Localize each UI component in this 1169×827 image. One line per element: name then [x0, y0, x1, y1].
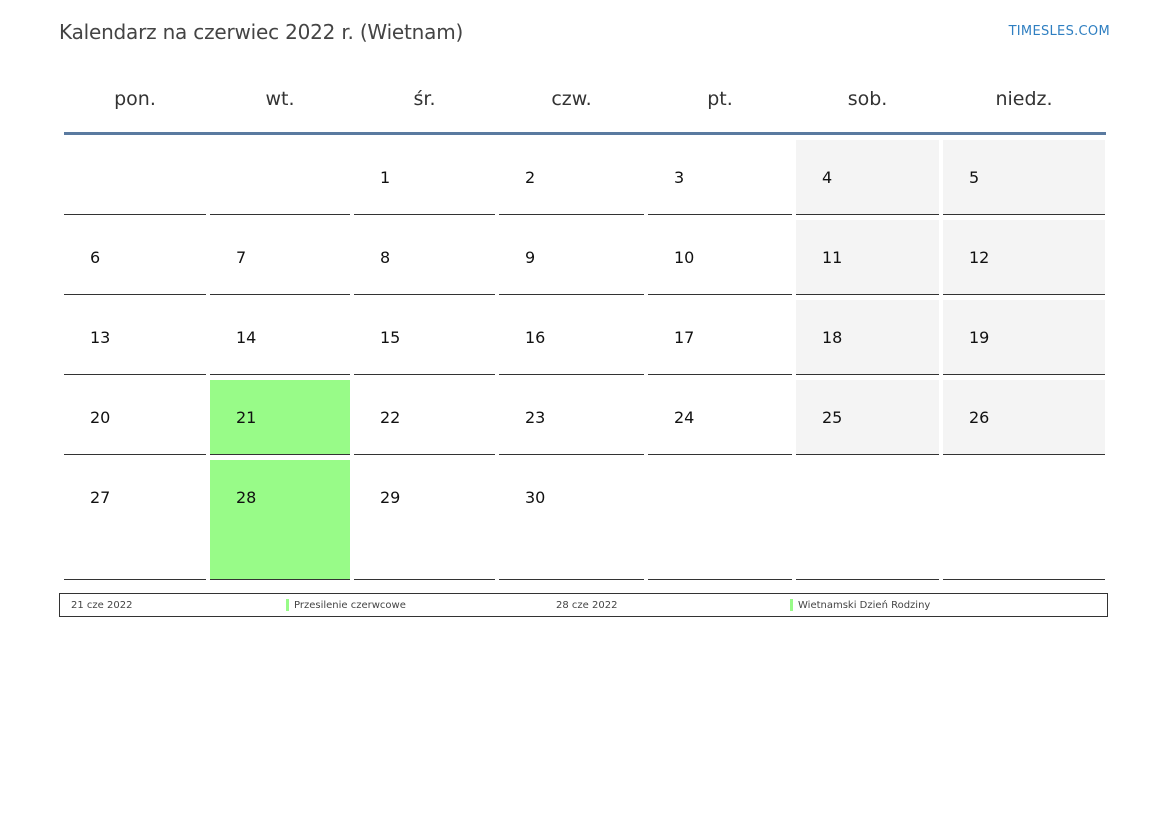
- week-row: 20 21 22 23 24 25 26: [64, 380, 1106, 455]
- brand-link[interactable]: TIMESLES.COM: [1008, 24, 1110, 39]
- week-row: 13 14 15 16 17 18 19: [64, 300, 1106, 375]
- week-row: 27 28 29 30: [64, 460, 1106, 580]
- week-row: 1 2 3 4 5: [64, 140, 1106, 215]
- day-cell[interactable]: 12: [943, 220, 1105, 295]
- day-number: 11: [822, 248, 843, 267]
- day-number: 1: [380, 168, 391, 187]
- weekday-sat: sob.: [847, 88, 888, 110]
- day-number: 28: [236, 488, 257, 507]
- day-cell[interactable]: 26: [943, 380, 1105, 455]
- day-number: 13: [90, 328, 111, 347]
- day-number: 14: [236, 328, 257, 347]
- day-number: 10: [674, 248, 695, 267]
- day-cell[interactable]: 14: [210, 300, 350, 375]
- weekday-mon: pon.: [114, 88, 156, 110]
- day-number: 16: [525, 328, 546, 347]
- day-number: 25: [822, 408, 843, 427]
- day-cell[interactable]: 21: [210, 380, 350, 455]
- day-number: 15: [380, 328, 401, 347]
- day-number: 20: [90, 408, 111, 427]
- day-cell[interactable]: 27: [64, 460, 206, 580]
- day-cell[interactable]: 7: [210, 220, 350, 295]
- day-number: 4: [822, 168, 833, 187]
- day-cell[interactable]: 4: [796, 140, 939, 215]
- day-number: 2: [525, 168, 536, 187]
- day-number: 22: [380, 408, 401, 427]
- legend-name-1: Przesilenie czerwcowe: [294, 600, 406, 611]
- legend-date-2: 28 cze 2022: [556, 600, 618, 611]
- legend-color-marker-1: [286, 599, 289, 611]
- day-cell[interactable]: 3: [648, 140, 792, 215]
- day-number: 19: [969, 328, 990, 347]
- weekday-header: pon. wt. śr. czw. pt. sob. niedz.: [64, 78, 1106, 135]
- day-cell[interactable]: 6: [64, 220, 206, 295]
- day-number: 17: [674, 328, 695, 347]
- weekday-thu: czw.: [551, 88, 592, 110]
- day-cell[interactable]: 28: [210, 460, 350, 580]
- empty-day-cell: [796, 460, 939, 580]
- legend-name-2: Wietnamski Dzień Rodziny: [798, 600, 931, 611]
- day-cell[interactable]: 22: [354, 380, 495, 455]
- day-cell[interactable]: 11: [796, 220, 939, 295]
- day-number: 12: [969, 248, 990, 267]
- day-cell[interactable]: 1: [354, 140, 495, 215]
- day-cell[interactable]: 29: [354, 460, 495, 580]
- day-cell[interactable]: 18: [796, 300, 939, 375]
- weekday-wed: śr.: [413, 88, 436, 110]
- holiday-legend: 21 cze 2022 Przesilenie czerwcowe 28 cze…: [59, 593, 1108, 617]
- day-number: 26: [969, 408, 990, 427]
- day-number: 27: [90, 488, 111, 507]
- day-cell[interactable]: 23: [499, 380, 644, 455]
- weekday-fri: pt.: [707, 88, 733, 110]
- day-number: 3: [674, 168, 685, 187]
- day-cell[interactable]: 16: [499, 300, 644, 375]
- day-number: 6: [90, 248, 101, 267]
- weeks-container: 1 2 3 4 5 6 7 8 9 10 11 12 13 14 15 16 17 18 19 20 21 22 23 24 2…: [64, 140, 1106, 580]
- day-cell[interactable]: 8: [354, 220, 495, 295]
- empty-day-cell: [210, 140, 350, 215]
- day-cell[interactable]: 19: [943, 300, 1105, 375]
- day-cell[interactable]: 5: [943, 140, 1105, 215]
- day-number: 8: [380, 248, 391, 267]
- day-cell[interactable]: 2: [499, 140, 644, 215]
- day-number: 24: [674, 408, 695, 427]
- week-row: 6 7 8 9 10 11 12: [64, 220, 1106, 295]
- day-cell[interactable]: 17: [648, 300, 792, 375]
- legend-date-1: 21 cze 2022: [71, 600, 133, 611]
- day-number: 21: [236, 408, 257, 427]
- day-cell[interactable]: 24: [648, 380, 792, 455]
- day-cell[interactable]: 15: [354, 300, 495, 375]
- weekday-tue: wt.: [265, 88, 295, 110]
- weekday-sun: niedz.: [995, 88, 1053, 110]
- day-number: 29: [380, 488, 401, 507]
- day-number: 30: [525, 488, 546, 507]
- day-number: 5: [969, 168, 980, 187]
- day-cell[interactable]: 25: [796, 380, 939, 455]
- day-number: 23: [525, 408, 546, 427]
- day-number: 9: [525, 248, 536, 267]
- empty-day-cell: [64, 140, 206, 215]
- day-cell[interactable]: 20: [64, 380, 206, 455]
- empty-day-cell: [943, 460, 1105, 580]
- day-number: 18: [822, 328, 843, 347]
- legend-color-marker-2: [790, 599, 793, 611]
- day-cell[interactable]: 10: [648, 220, 792, 295]
- day-cell[interactable]: 9: [499, 220, 644, 295]
- page-title: Kalendarz na czerwiec 2022 r. (Wietnam): [59, 20, 464, 44]
- day-cell[interactable]: 30: [499, 460, 644, 580]
- day-cell[interactable]: 13: [64, 300, 206, 375]
- day-number: 7: [236, 248, 247, 267]
- empty-day-cell: [648, 460, 792, 580]
